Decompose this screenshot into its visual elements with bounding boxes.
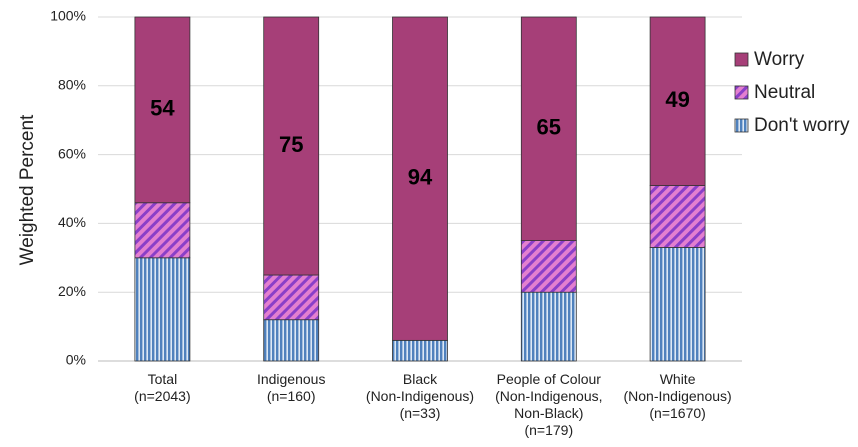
bar-segment [520,291,577,362]
y-tick-label: 100% [50,8,86,24]
bar-segment [649,247,706,362]
x-tick-label-line: (n=33) [400,405,441,421]
data-label: 49 [665,87,689,112]
legend-swatch [734,52,749,67]
data-label: 94 [408,164,433,189]
x-tick-label: Indigenous (n=160) [257,371,326,404]
data-label: 65 [537,115,561,140]
bar-segment [649,185,706,248]
x-tick-label-line: (n=2043) [134,388,190,404]
x-tick-label: Black (Non-Indigenous) (n=33) [366,371,474,421]
x-tick-label-line: Non-Black) [514,405,583,421]
bar-segment [134,16,191,204]
legend-swatch [734,118,749,133]
x-tick-label-line: (Non-Indigenous) [366,388,474,404]
x-tick-label-line: (Non-Indigenous) [624,388,732,404]
y-tick-label: 60% [58,145,86,161]
legend-label: Worry [754,49,805,70]
x-tick-label-line: (n=160) [267,388,316,404]
x-tick-label: White (Non-Indigenous) (n=1670) [624,371,732,421]
x-tick-label-line: Black [403,371,438,387]
bar-segment [520,16,577,242]
x-tick-label-line: (Non-Indigenous, [495,388,602,404]
y-tick-label: 80% [58,77,86,93]
x-tick-label-line: People of Colour [497,371,602,387]
x-tick-label-line: (n=179) [524,422,573,438]
x-tick-label-line: White [660,371,696,387]
x-tick-label-line: Indigenous [257,371,326,387]
bar-segment [134,202,191,259]
x-tick-label-line: (n=1670) [649,405,705,421]
legend-swatch [734,85,749,100]
legend-label: Neutral [754,82,815,103]
y-axis-label: Weighted Percent [17,114,38,265]
bar-segment [134,257,191,362]
bar-segment [520,240,577,293]
bar-segment [263,16,320,276]
bar-segment [392,339,448,362]
x-tick-label-line: Total [148,371,178,387]
x-tick-label: Total (n=2043) [134,371,190,404]
x-tick-label: People of Colour (Non-Indigenous, Non-Blac… [495,371,602,438]
data-label: 54 [150,96,175,121]
bar-segment [263,274,320,321]
y-tick-label: 20% [58,283,86,299]
bar-segment [263,319,320,362]
y-tick-label: 0% [66,352,86,368]
y-tick-label: 40% [58,214,86,230]
legend-label: Don't worry [754,115,850,136]
data-label: 75 [279,132,303,157]
bar-segment [392,16,448,341]
bar-segment [649,16,706,186]
